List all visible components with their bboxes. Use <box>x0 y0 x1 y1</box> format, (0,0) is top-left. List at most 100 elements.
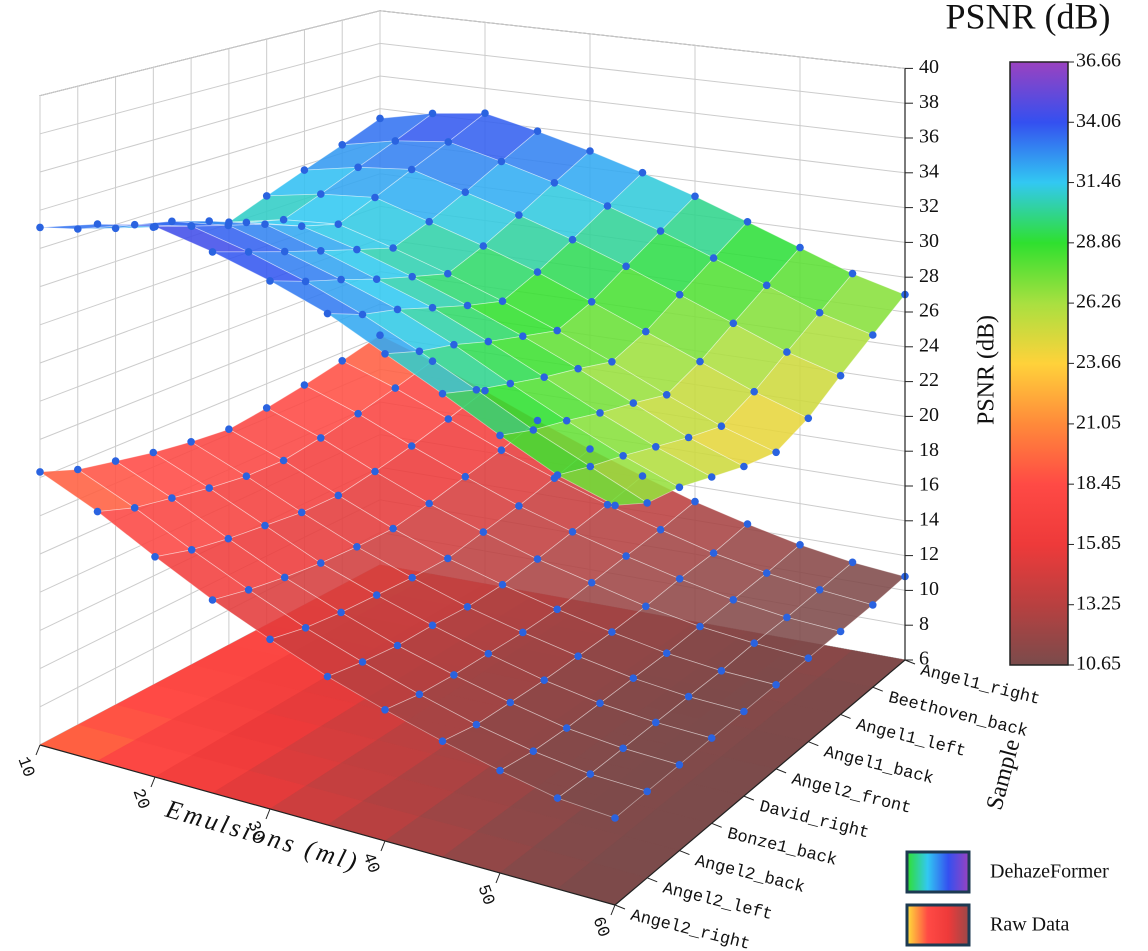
data-point <box>354 409 362 418</box>
colorbar-tick-label: 10.65 <box>1076 653 1121 675</box>
data-point <box>450 340 458 349</box>
data-point <box>389 524 397 533</box>
x-tick <box>610 904 616 916</box>
data-point <box>772 448 780 457</box>
data-point <box>836 371 845 380</box>
data-point <box>553 605 561 614</box>
data-point <box>280 573 289 582</box>
data-point <box>675 483 684 492</box>
data-point <box>622 262 630 271</box>
z-tick-label: 16 <box>919 474 939 496</box>
z-tick-label: 28 <box>919 265 939 287</box>
data-point <box>484 649 493 658</box>
data-point <box>553 326 561 335</box>
data-point <box>149 448 158 457</box>
data-point <box>550 179 559 187</box>
y-tick <box>711 822 722 828</box>
data-point <box>691 497 699 506</box>
data-point <box>848 269 857 278</box>
data-point <box>408 573 417 582</box>
data-point <box>619 744 627 753</box>
data-point <box>533 555 542 563</box>
data-point <box>130 220 139 229</box>
x-tick <box>380 840 386 852</box>
data-point <box>205 484 213 492</box>
data-point <box>74 465 82 474</box>
data-point <box>353 543 361 551</box>
data-point <box>225 425 233 434</box>
data-point <box>391 384 400 392</box>
data-point <box>337 608 345 617</box>
data-point <box>407 442 416 450</box>
data-point <box>643 499 651 507</box>
z-tick-label: 36 <box>919 126 939 148</box>
y-tick <box>679 850 690 856</box>
data-point <box>428 303 437 312</box>
data-point <box>297 508 306 517</box>
data-point <box>772 681 780 689</box>
data-point <box>619 452 627 460</box>
data-point <box>317 434 325 442</box>
colorbar-tick-label: 23.66 <box>1076 351 1121 373</box>
data-point <box>656 227 665 235</box>
data-point <box>652 443 660 451</box>
z-tick-label: 24 <box>919 334 939 356</box>
data-point <box>497 157 506 166</box>
data-point <box>643 787 651 796</box>
data-point <box>479 528 488 536</box>
data-point <box>675 761 684 769</box>
data-point <box>353 245 361 254</box>
data-point <box>300 381 309 389</box>
data-point <box>848 558 857 567</box>
data-point <box>608 628 616 636</box>
data-point <box>93 220 102 228</box>
data-point <box>652 718 660 727</box>
data-point <box>662 391 671 399</box>
points <box>36 109 909 822</box>
data-point <box>638 168 647 177</box>
y-axis-title: Sample <box>982 736 1026 812</box>
data-point <box>709 549 718 557</box>
data-point <box>515 502 523 510</box>
data-point <box>498 580 507 589</box>
data-point <box>111 457 120 465</box>
z-tick-label: 22 <box>919 369 939 391</box>
colorbar-tick-label: 21.05 <box>1076 411 1121 433</box>
data-point <box>496 431 504 440</box>
data-point <box>111 224 120 233</box>
data-point <box>586 462 595 471</box>
data-point <box>408 272 417 281</box>
data-point <box>358 658 367 666</box>
colorbar-tick-label: 13.25 <box>1076 592 1121 614</box>
data-point <box>709 254 718 262</box>
data-point <box>553 794 562 802</box>
data-point <box>497 446 506 455</box>
data-point <box>596 699 604 707</box>
data-point <box>381 350 389 358</box>
data-point <box>586 445 594 453</box>
data-point <box>266 635 274 644</box>
data-point <box>675 575 684 583</box>
data-point <box>301 277 310 286</box>
data-point <box>168 494 176 502</box>
data-point <box>149 223 158 231</box>
data-point <box>425 499 434 508</box>
data-point <box>804 654 813 662</box>
data-point <box>638 472 647 480</box>
data-point <box>529 747 538 755</box>
y-tick <box>647 877 658 883</box>
colorbar-tick-label: 28.86 <box>1076 230 1121 252</box>
data-point <box>205 217 213 225</box>
z-tick-label: 32 <box>919 195 939 217</box>
data-point <box>506 698 515 707</box>
data-point <box>675 290 684 299</box>
data-point <box>472 386 481 394</box>
data-point <box>574 364 582 373</box>
data-point <box>428 109 437 118</box>
data-point <box>376 114 384 123</box>
data-point <box>750 387 758 396</box>
data-point <box>519 628 527 637</box>
z-tick-label: 38 <box>919 91 939 113</box>
data-point <box>74 225 82 233</box>
surfaces <box>38 112 906 819</box>
